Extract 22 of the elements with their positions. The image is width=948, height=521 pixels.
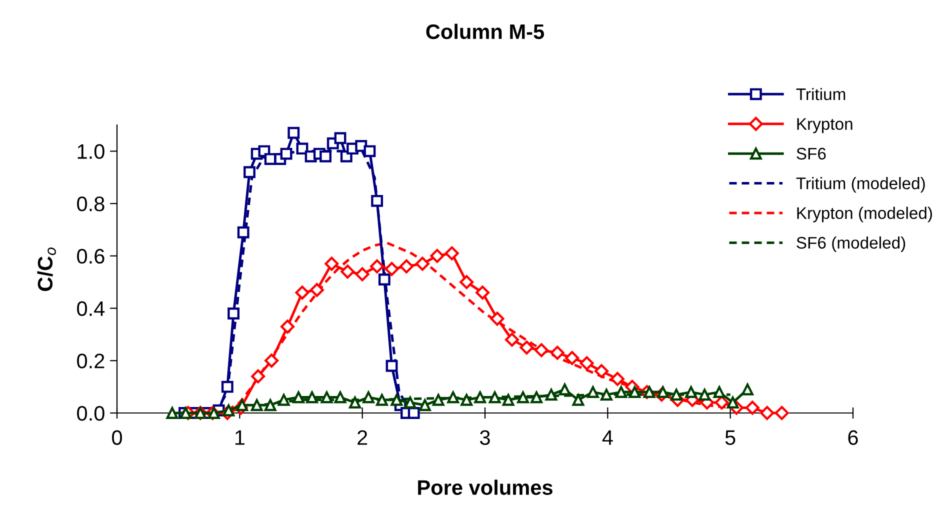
y-tick-label: 0.0 [77, 406, 104, 421]
legend-label: Tritium (modeled) [796, 177, 925, 193]
chart-title: Column M-5 [426, 24, 544, 40]
x-tick-label: 2 [358, 430, 368, 445]
x-tick-label: 0 [112, 430, 122, 445]
x-tick-label: 1 [235, 430, 244, 445]
y-tick-label: 0.4 [77, 301, 105, 316]
y-axis-title: C/C$_{o}$ [37, 247, 56, 291]
y-tick-label: 0.2 [77, 354, 104, 368]
x-tick-label: 5 [725, 430, 736, 445]
legend-label: Tritium [796, 88, 846, 100]
legend-label: SF6 (modeled) [796, 236, 906, 252]
legend-label: SF6 [796, 148, 826, 160]
y-tick-label: 0.6 [77, 248, 104, 264]
y-tick-label: 0.8 [77, 196, 104, 212]
x-tick-label: 4 [602, 430, 613, 445]
y-tick-label: 1.0 [78, 144, 104, 159]
x-tick-label: 3 [480, 430, 490, 445]
legend-label: Krypton (modeled) [797, 206, 932, 222]
x-tick-label: 6 [848, 430, 858, 445]
x-axis-title: Pore volumes [418, 480, 552, 495]
legend-label: Krypton [797, 118, 852, 134]
